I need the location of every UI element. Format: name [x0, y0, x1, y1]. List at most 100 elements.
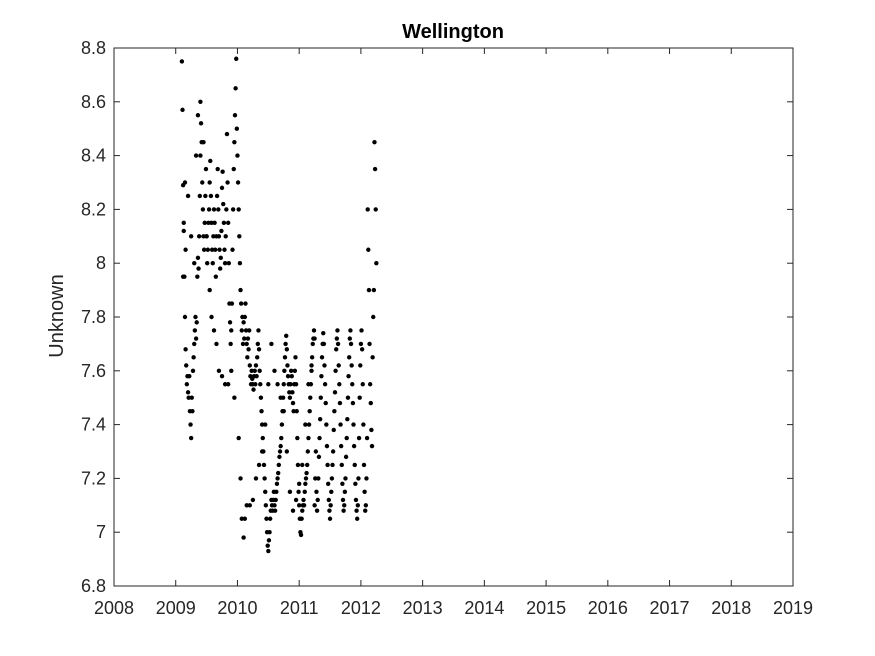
data-point [359, 347, 365, 352]
data-point [296, 489, 301, 495]
data-point [282, 355, 288, 360]
data-point [274, 481, 280, 486]
data-point [276, 462, 282, 468]
data-point [238, 301, 244, 306]
data-point [279, 422, 285, 427]
data-point [322, 363, 327, 368]
data-point [265, 543, 270, 548]
data-point [358, 341, 364, 347]
data-point [237, 261, 243, 266]
y-tick-label: 7.4 [81, 415, 106, 435]
data-point [330, 462, 335, 468]
data-point [259, 408, 264, 414]
data-point [229, 368, 234, 373]
x-tick-label: 2011 [280, 598, 319, 618]
data-point [290, 508, 296, 513]
data-point [294, 408, 299, 414]
data-point [219, 373, 225, 379]
data-point [185, 390, 191, 395]
data-point [283, 341, 288, 347]
data-point [334, 347, 339, 352]
data-point [241, 535, 246, 540]
data-point [295, 435, 300, 441]
data-point [349, 363, 354, 368]
data-point [247, 363, 252, 368]
y-tick-label: 7.6 [81, 361, 106, 381]
data-point [241, 320, 246, 325]
data-point [312, 336, 317, 341]
data-point [284, 333, 289, 339]
data-point [337, 382, 342, 387]
data-point [356, 476, 361, 481]
data-point [353, 497, 359, 503]
data-point [217, 247, 222, 252]
data-point [364, 476, 369, 481]
data-point [306, 435, 311, 441]
data-point [366, 247, 371, 252]
data-point [216, 368, 222, 373]
data-point [214, 193, 220, 199]
data-point [267, 516, 273, 521]
data-point [279, 435, 284, 441]
data-point [182, 314, 188, 320]
y-axis: 6.8 7 7.2 7.4 7.6 7.8 8 8.2 8.4 8.6 8.8 [81, 38, 793, 596]
data-point [351, 443, 357, 449]
data-point [338, 443, 344, 449]
data-point [361, 422, 366, 427]
data-point [264, 516, 269, 521]
data-point [288, 368, 294, 373]
data-point [206, 207, 212, 212]
data-point [267, 530, 272, 535]
data-point [200, 207, 206, 212]
x-tick-label: 2009 [156, 598, 196, 618]
data-point [273, 497, 278, 503]
data-point [211, 328, 217, 333]
data-point [198, 99, 203, 105]
data-point [195, 113, 201, 118]
data-point [309, 355, 315, 360]
data-point [251, 387, 256, 392]
data-point [298, 532, 304, 538]
data-point [192, 341, 197, 347]
data-point [287, 390, 292, 395]
data-point [362, 489, 367, 495]
data-point [205, 261, 210, 266]
data-point [188, 435, 194, 441]
data-point [361, 462, 367, 468]
data-point [220, 169, 225, 174]
y-tick-label: 8.2 [81, 199, 106, 219]
data-point [216, 234, 222, 239]
data-point [252, 368, 257, 373]
data-point [353, 481, 358, 486]
data-point [328, 503, 333, 508]
data-point [237, 234, 242, 239]
data-point [277, 449, 283, 454]
data-point [329, 476, 335, 481]
data-point [316, 476, 321, 481]
data-point [374, 261, 379, 266]
data-point [339, 462, 344, 468]
data-point [292, 368, 298, 373]
data-point [249, 368, 254, 373]
data-point [278, 395, 283, 400]
data-point [238, 287, 243, 293]
data-point [239, 516, 244, 521]
data-point [325, 481, 331, 486]
data-point [300, 508, 305, 513]
data-point [338, 422, 343, 427]
data-point [180, 274, 186, 279]
data-point [232, 113, 238, 118]
data-point [222, 247, 227, 252]
data-point [355, 516, 360, 521]
data-point [224, 207, 229, 212]
data-point [256, 462, 262, 468]
data-point [314, 489, 319, 495]
data-point [226, 261, 232, 266]
data-point [189, 395, 194, 400]
x-tick-label: 2012 [341, 598, 381, 618]
y-tick-label: 8.8 [81, 38, 106, 58]
data-point [313, 449, 319, 454]
data-point [263, 503, 269, 508]
data-point [315, 497, 320, 503]
